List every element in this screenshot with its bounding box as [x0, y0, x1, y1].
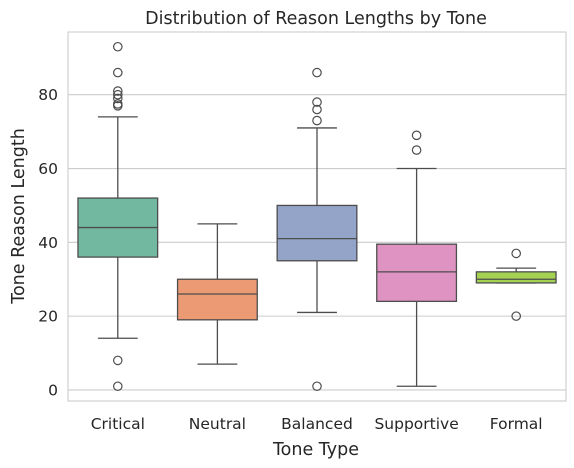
outlier-point — [113, 99, 123, 109]
outlier-point — [312, 97, 322, 107]
iqr-box — [376, 243, 458, 303]
outlier-point — [411, 130, 422, 141]
outlier-point — [511, 311, 521, 321]
box-supportive — [376, 130, 458, 387]
iqr-box — [176, 278, 258, 321]
outlier-point — [113, 41, 123, 52]
outlier-point — [113, 355, 123, 366]
outlier-point — [113, 86, 123, 96]
outlier-point — [511, 248, 521, 259]
plot-frame — [67, 31, 567, 402]
x-axis-label: Tone Type — [272, 440, 359, 460]
iqr-box — [475, 271, 557, 284]
box-formal — [475, 248, 557, 321]
plot-border — [67, 31, 567, 402]
box-critical — [77, 41, 159, 392]
x-tick-label: Neutral — [189, 415, 246, 433]
x-tick-labels: Critical Neutral Balanced Supportive Formal — [91, 415, 543, 433]
box-neutral — [176, 223, 258, 365]
y-axis-label: Tone Reason Length — [9, 128, 29, 305]
x-tick-label: Critical — [91, 415, 145, 433]
y-tick-label: 60 — [38, 160, 58, 178]
outlier-point — [113, 89, 123, 100]
outlier-point — [312, 115, 322, 126]
x-tick-label: Supportive — [374, 415, 458, 433]
y-tick-label: 0 — [48, 381, 58, 399]
outlier-point — [312, 381, 322, 392]
outlier-point — [113, 381, 123, 392]
box-balanced — [276, 67, 358, 392]
iqr-box — [276, 204, 358, 262]
outlier-point — [113, 93, 123, 104]
y-tick-labels: 0 20 40 60 80 — [38, 86, 58, 399]
y-tick-label: 80 — [38, 86, 58, 104]
boxes — [77, 41, 557, 392]
outlier-point — [411, 145, 422, 155]
x-tick-label: Formal — [490, 415, 543, 433]
outlier-point — [113, 67, 123, 78]
y-tick-label: 20 — [38, 308, 58, 326]
x-tick-label: Balanced — [281, 415, 353, 433]
chart-title: Distribution of Reason Lengths by Tone — [145, 9, 487, 29]
outlier-point — [312, 67, 322, 78]
y-tick-label: 40 — [38, 234, 58, 252]
outlier-point — [312, 104, 322, 115]
